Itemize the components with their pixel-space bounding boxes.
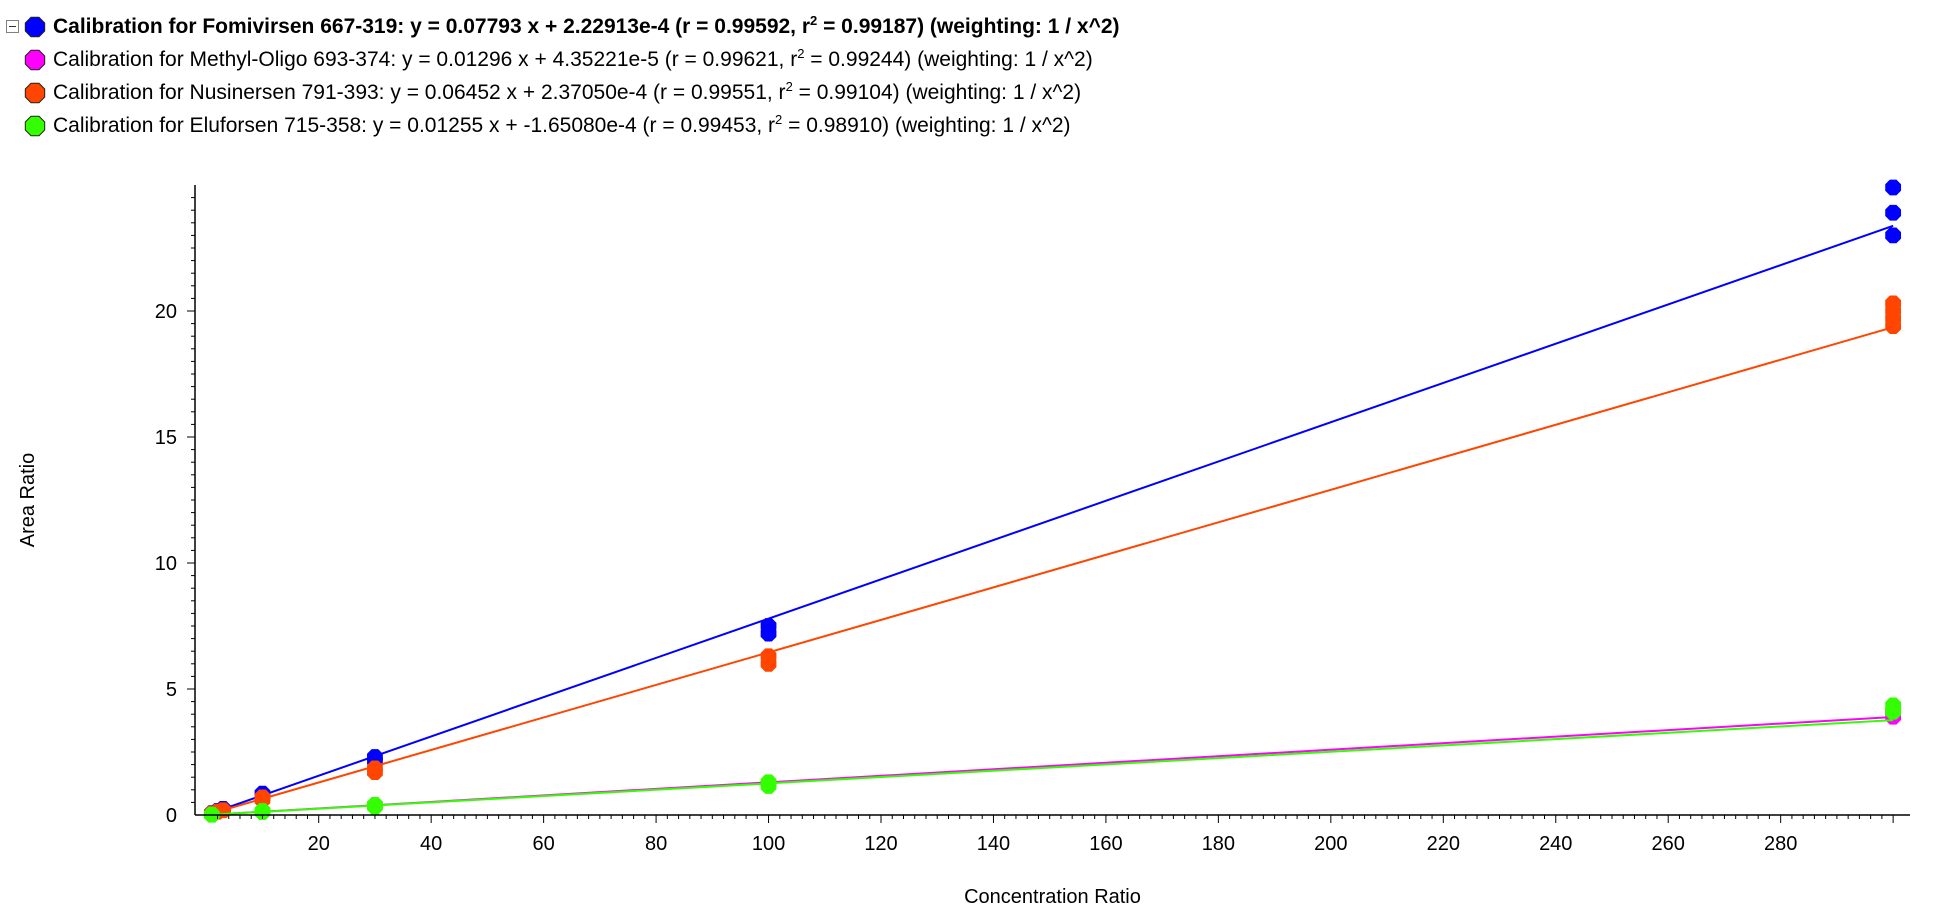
x-tick-label: 120 — [864, 833, 897, 855]
legend-marker-icon — [24, 49, 46, 70]
legend-item: Calibration for Fomivirsen 667-319: y = … — [6, 10, 1506, 43]
x-tick-label: 40 — [420, 833, 442, 855]
x-tick-label: 200 — [1314, 833, 1347, 855]
data-point — [760, 774, 777, 791]
legend-label: Calibration for Nusinersen 791-393: y = … — [53, 78, 1082, 105]
fit-line — [205, 224, 1894, 816]
legend-label-main: Calibration for Nusinersen 791-393: y = … — [53, 80, 786, 104]
plot-area — [203, 179, 1902, 823]
x-tick-label: 240 — [1539, 833, 1572, 855]
legend-label-superscript: 2 — [785, 78, 793, 94]
x-tick-label: 160 — [1089, 833, 1122, 855]
x-tick-label: 140 — [977, 833, 1010, 855]
legend-item: Calibration for Nusinersen 791-393: y = … — [6, 76, 1506, 109]
series — [203, 697, 1902, 823]
legend-label-main: Calibration for Methyl-Oligo 693-374: y … — [53, 47, 798, 71]
x-tick-label: 60 — [532, 833, 554, 855]
x-axis-title: Concentration Ratio — [964, 886, 1141, 908]
legend-marker-icon — [24, 82, 46, 103]
data-point — [1885, 295, 1902, 312]
x-tick-label: 180 — [1202, 833, 1235, 855]
axes: 20 40 60 80 100 120 140 160 180 200 220 240 260 280 0 5… — [155, 185, 1910, 855]
y-tick-label: 20 — [155, 301, 177, 323]
y-tick-label: 5 — [166, 679, 177, 701]
x-tick-label: 100 — [752, 833, 785, 855]
data-point — [1885, 204, 1902, 221]
series — [203, 295, 1902, 822]
legend-label-tail: = 0.99244) (weighting: 1 / x^2) — [804, 47, 1093, 71]
series — [203, 703, 1902, 823]
minus-box-icon[interactable] — [6, 20, 19, 33]
data-point — [254, 789, 271, 806]
data-point — [1885, 179, 1902, 196]
data-point — [760, 618, 777, 634]
legend-label-tail: = 0.99187) (weighting: 1 / x^2) — [817, 14, 1120, 38]
legend-label: Calibration for Eluforsen 715-358: y = 0… — [53, 111, 1071, 138]
data-point — [1885, 697, 1902, 714]
legend-label-tail: = 0.99104) (weighting: 1 / x^2) — [792, 80, 1082, 104]
series — [203, 179, 1902, 821]
x-tick-label: 260 — [1652, 833, 1685, 855]
legend-label-superscript: 2 — [810, 12, 818, 28]
x-tick-label: 80 — [645, 833, 667, 855]
legend: Calibration for Fomivirsen 667-319: y = … — [6, 10, 1506, 142]
y-tick-label: 15 — [155, 427, 177, 449]
legend-label-superscript: 2 — [775, 111, 783, 127]
data-point — [367, 797, 383, 813]
fit-line — [206, 719, 1894, 817]
y-tick-label: 10 — [155, 553, 177, 575]
data-point — [367, 760, 383, 777]
legend-item: Calibration for Eluforsen 715-358: y = 0… — [6, 109, 1506, 142]
legend-marker-icon — [24, 115, 46, 136]
legend-label-main: Calibration for Fomivirsen 667-319: y = … — [53, 14, 811, 38]
x-tick-label: 280 — [1764, 833, 1797, 855]
legend-marker-icon — [24, 16, 46, 37]
legend-label: Calibration for Fomivirsen 667-319: y = … — [53, 12, 1120, 39]
data-point — [1885, 227, 1902, 244]
y-axis-title: Area Ratio — [17, 453, 39, 548]
x-tick-label: 20 — [308, 833, 330, 855]
legend-item: Calibration for Methyl-Oligo 693-374: y … — [6, 43, 1506, 76]
fit-line — [205, 326, 1894, 816]
y-tick-label: 0 — [166, 805, 177, 827]
legend-label-superscript: 2 — [797, 45, 805, 61]
data-point — [760, 648, 777, 665]
x-tick-label: 220 — [1427, 833, 1460, 855]
legend-label: Calibration for Methyl-Oligo 693-374: y … — [53, 45, 1093, 72]
legend-label-main: Calibration for Eluforsen 715-358: y = 0… — [53, 113, 776, 137]
legend-label-tail: = 0.98910) (weighting: 1 / x^2) — [782, 113, 1071, 137]
